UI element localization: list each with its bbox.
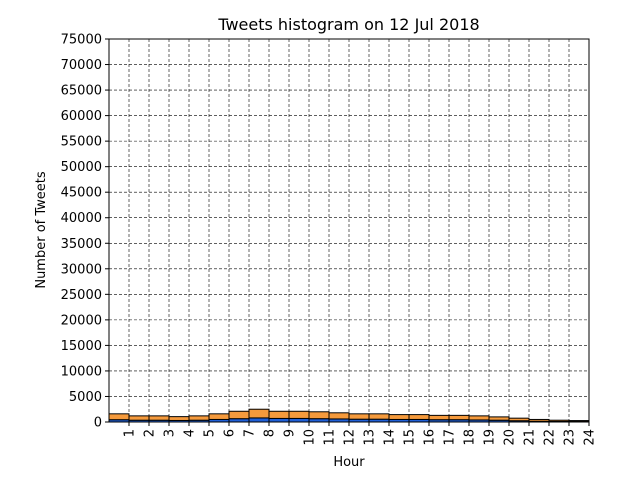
histogram-bar-series-2	[569, 421, 589, 422]
histogram-bar-series-2	[249, 409, 269, 418]
histogram-bar-series-2	[429, 415, 449, 419]
y-tick-label: 25000	[61, 288, 102, 303]
y-tick-label: 60000	[61, 109, 102, 124]
histogram-bar-series-2	[409, 415, 429, 420]
histogram-bar-series-2	[529, 419, 549, 421]
x-tick-label: 13	[363, 429, 378, 446]
histogram-bar-series-2	[209, 414, 229, 420]
x-tick-label: 20	[503, 429, 518, 446]
histogram-bar-series-2	[149, 416, 169, 420]
x-tick-label: 18	[463, 429, 478, 446]
histogram-bar-series-2	[129, 416, 149, 420]
histogram-bar-series-2	[369, 414, 389, 419]
y-tick-label: 65000	[61, 84, 102, 99]
x-tick-label: 10	[303, 429, 318, 446]
y-tick-label: 70000	[61, 58, 102, 73]
y-tick-label: 30000	[61, 262, 102, 277]
histogram-bar-series-2	[289, 411, 309, 418]
histogram-bar-series-2	[509, 418, 529, 421]
y-tick-label: 75000	[61, 33, 102, 48]
histogram-bar-series-2	[549, 420, 569, 421]
y-tick-label: 15000	[61, 339, 102, 354]
histogram-bar-series-2	[489, 417, 509, 420]
x-axis-label: Hour	[333, 455, 365, 470]
histogram-bar-series-2	[229, 411, 249, 418]
x-tick-label: 11	[323, 429, 338, 446]
y-tick-label: 0	[94, 416, 102, 431]
y-tick-label: 20000	[61, 313, 102, 328]
y-tick-label: 35000	[61, 237, 102, 252]
x-tick-label: 15	[403, 429, 418, 446]
histogram-bar-series-1	[249, 418, 269, 422]
x-tick-label: 17	[443, 429, 458, 446]
histogram-bar-series-1	[289, 418, 309, 422]
x-tick-label: 19	[483, 429, 498, 446]
x-tick-label: 2	[143, 429, 158, 437]
x-tick-label: 3	[163, 429, 178, 437]
histogram-bar-series-2	[329, 413, 349, 419]
y-tick-label: 40000	[61, 211, 102, 226]
x-tick-label: 1	[123, 429, 138, 437]
y-tick-label: 5000	[69, 390, 102, 405]
histogram-bar-series-2	[189, 416, 209, 420]
x-tick-label: 12	[343, 429, 358, 446]
x-tick-label: 24	[583, 429, 598, 446]
x-tick-label: 4	[183, 429, 198, 437]
x-tick-label: 21	[523, 429, 538, 446]
x-tick-label: 16	[423, 429, 438, 446]
histogram-bar-series-2	[309, 412, 329, 419]
x-tick-label: 23	[563, 429, 578, 446]
x-tick-label: 5	[203, 429, 218, 437]
x-tick-label: 8	[263, 429, 278, 437]
histogram-bar-series-2	[349, 414, 369, 419]
histogram-bar-series-2	[109, 414, 129, 420]
histogram-bar-series-2	[449, 415, 469, 419]
histogram-bar-series-2	[169, 417, 189, 421]
histogram-bar-series-1	[269, 418, 289, 422]
histogram-bar-series-2	[389, 415, 409, 420]
y-axis: 0 5000 10000 15000 20000 25000 30000 35000 40000…	[61, 33, 109, 431]
x-tick-label: 14	[383, 429, 398, 446]
x-tick-label: 9	[283, 429, 298, 437]
y-tick-label: 50000	[61, 160, 102, 175]
y-tick-label: 10000	[61, 364, 102, 379]
y-tick-label: 55000	[61, 135, 102, 150]
y-axis-label: Number of Tweets	[34, 171, 49, 289]
histogram-bar-series-2	[469, 416, 489, 420]
x-tick-label: 7	[243, 429, 258, 437]
grid	[109, 39, 589, 422]
x-tick-label: 22	[543, 429, 558, 446]
x-tick-label: 6	[223, 429, 238, 437]
chart-title: Tweets histogram on 12 Jul 2018	[217, 15, 479, 34]
histogram-bar-series-2	[269, 411, 289, 418]
y-tick-label: 45000	[61, 186, 102, 201]
